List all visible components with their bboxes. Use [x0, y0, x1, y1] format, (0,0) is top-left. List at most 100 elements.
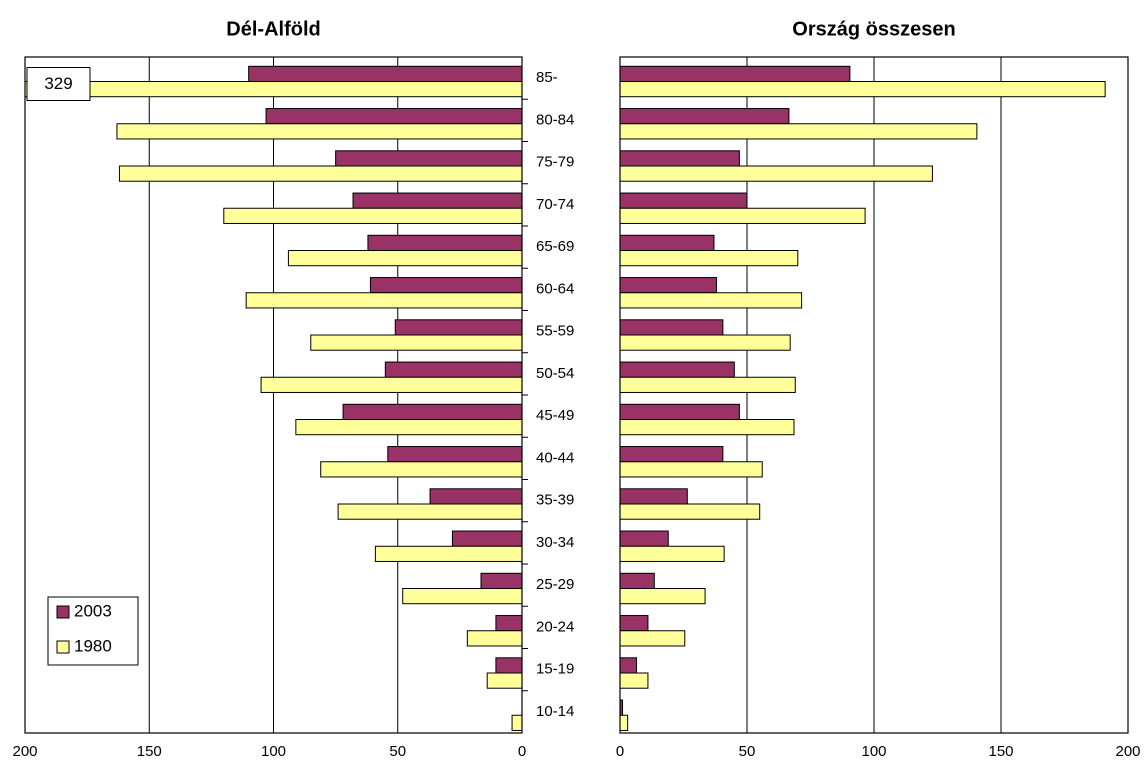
category-label: 45-49: [536, 407, 574, 424]
bar: [620, 657, 638, 674]
bar: [369, 277, 522, 294]
legend: 2003 1980: [47, 596, 139, 666]
data-label: 329: [44, 74, 72, 93]
bar: [620, 419, 795, 436]
bar: [620, 403, 740, 421]
bar: [620, 376, 796, 393]
category-label: 80-84: [536, 111, 574, 128]
bar: [480, 572, 522, 590]
bar: [310, 334, 522, 351]
bar: [337, 503, 522, 520]
category-label: 30-34: [536, 534, 574, 551]
bar: [620, 81, 1106, 98]
bar: [620, 488, 688, 505]
bar: [384, 361, 522, 378]
bar: [466, 630, 522, 647]
bar: [620, 545, 725, 562]
bar: [620, 319, 724, 336]
legend-swatch: [56, 605, 70, 619]
bar: [495, 657, 522, 674]
bar: [620, 192, 748, 209]
bar: [367, 234, 522, 252]
data-label-box: [26, 67, 91, 102]
bar: [620, 277, 718, 294]
bars: [620, 65, 1106, 731]
bar: [394, 319, 522, 336]
legend-swatch: [56, 640, 70, 654]
bar: [25, 81, 522, 98]
x-tick-label: 50: [389, 743, 406, 760]
bar: [245, 292, 522, 309]
bar: [486, 672, 522, 689]
bar: [495, 615, 522, 632]
x-tick-label: 100: [861, 743, 886, 760]
legend-label: 2003: [74, 601, 112, 620]
legend-label: 1980: [74, 636, 112, 655]
bar: [402, 588, 522, 605]
category-label: 35-39: [536, 492, 574, 509]
category-label: 70-74: [536, 196, 574, 213]
bar: [287, 250, 522, 267]
bar: [620, 714, 629, 731]
bar: [320, 461, 522, 478]
bars: [25, 65, 522, 731]
bar: [620, 334, 791, 351]
category-label: 20-24: [536, 618, 574, 635]
bar: [223, 207, 522, 224]
bar: [387, 446, 522, 463]
bar: [620, 65, 851, 83]
bar: [620, 461, 763, 478]
category-label: 25-29: [536, 576, 574, 593]
category-label: 15-19: [536, 661, 574, 678]
bar: [620, 150, 740, 167]
bar: [620, 361, 735, 378]
x-tick-label: 200: [1115, 743, 1140, 760]
x-tick-label: 0: [616, 743, 624, 760]
bar: [374, 545, 522, 562]
category-label: 60-64: [536, 280, 574, 297]
bar: [620, 588, 706, 605]
bar: [620, 250, 799, 267]
bar: [511, 714, 522, 731]
bar: [620, 165, 933, 182]
bar: [620, 503, 761, 520]
chart-title: Dél-Alföld: [226, 18, 320, 40]
bar: [620, 530, 669, 547]
x-tick-label: 150: [988, 743, 1013, 760]
x-tick-label: 150: [137, 743, 162, 760]
category-label: 75-79: [536, 154, 574, 171]
bar: [352, 192, 522, 209]
bar: [295, 419, 522, 436]
x-tick-label: 50: [739, 743, 756, 760]
category-label: 50-54: [536, 365, 574, 382]
category-label: 85-: [536, 69, 558, 86]
chart-title: Ország összesen: [792, 18, 955, 40]
bar: [620, 630, 686, 647]
bar: [342, 403, 522, 421]
bar: [451, 530, 522, 547]
category-label: 40-44: [536, 449, 574, 466]
bar: [335, 150, 522, 167]
x-tick-label: 100: [261, 743, 286, 760]
bar: [118, 165, 522, 182]
bar: [429, 488, 522, 505]
bar: [620, 234, 715, 252]
x-tick-label: 200: [12, 743, 37, 760]
bar: [620, 108, 790, 125]
bar: [260, 376, 522, 393]
bar: [620, 446, 724, 463]
bar: [620, 615, 649, 632]
category-label: 65-69: [536, 238, 574, 255]
category-label: 10-14: [536, 703, 574, 720]
bar: [620, 123, 978, 140]
bar: [620, 292, 803, 309]
bar: [620, 672, 649, 689]
bar: [620, 572, 655, 590]
bar: [265, 108, 522, 125]
category-label: 55-59: [536, 323, 574, 340]
bar: [620, 207, 866, 224]
x-tick-label: 0: [518, 743, 526, 760]
bar: [116, 123, 522, 140]
plot-frame: [619, 56, 1129, 734]
